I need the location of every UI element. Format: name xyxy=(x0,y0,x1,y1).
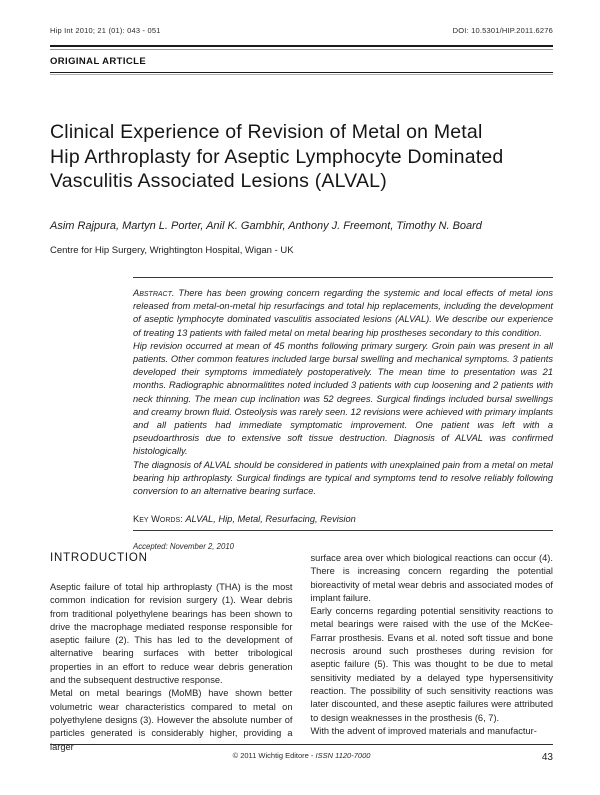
right-column-paragraph-1: surface area over which biological react… xyxy=(310,553,554,603)
left-column: INTRODUCTION Aseptic failure of total hi… xyxy=(50,552,293,754)
affiliation-line: Centre for Hip Surgery, Wrightington Hos… xyxy=(50,245,294,256)
article-type-rule xyxy=(50,72,553,75)
footer-rule xyxy=(50,744,553,745)
page-header: Hip Int 2010; 21 (01): 043 - 051 DOI: 10… xyxy=(50,26,553,35)
abstract-label: Abstract. xyxy=(133,288,175,298)
keywords-text: ALVAL, Hip, Metal, Resurfacing, Revision xyxy=(185,514,356,525)
left-column-paragraph-1: Aseptic failure of total hip arthroplast… xyxy=(50,582,293,686)
left-column-paragraph-2: Metal on metal bearings (MoMB) have show… xyxy=(50,688,293,752)
abstract-paragraph-3: The diagnosis of ALVAL should be conside… xyxy=(133,459,553,497)
page-number: 43 xyxy=(541,752,553,763)
footer-issn: ISSN 1120-7000 xyxy=(315,751,371,760)
article-title-line-1: Clinical Experience of Revision of Metal… xyxy=(50,121,483,143)
right-column-paragraph-2: Early concerns regarding potential sensi… xyxy=(310,606,554,723)
right-column-paragraph-3: With the advent of improved materials an… xyxy=(310,725,537,736)
abstract-paragraph-2: Hip revision occurred at mean of 45 mont… xyxy=(133,340,553,457)
right-column: surface area over which biological react… xyxy=(311,552,554,754)
body-columns: INTRODUCTION Aseptic failure of total hi… xyxy=(50,552,553,754)
footer-copyright: © 2011 Wichtig Editore - xyxy=(232,751,314,760)
authors-line: Asim Rajpura, Martyn L. Porter, Anil K. … xyxy=(50,220,482,232)
article-title-line-2: Hip Arthroplasty for Aseptic Lymphocyte … xyxy=(50,145,504,168)
article-title-line-3: Vasculitis Associated Lesions (ALVAL) xyxy=(50,170,387,192)
keywords-row: Key Words: ALVAL, Hip, Metal, Resurfacin… xyxy=(133,513,553,532)
journal-citation: Hip Int 2010; 21 (01): 043 - 051 xyxy=(50,26,161,35)
accepted-date: Accepted: November 2, 2010 xyxy=(133,542,234,552)
abstract-text-1: There has been growing concern regarding… xyxy=(133,288,553,338)
introduction-heading: INTRODUCTION xyxy=(50,552,148,564)
header-rule xyxy=(50,45,553,50)
article-type-label: ORIGINAL ARTICLE xyxy=(50,56,147,67)
article-title: Clinical Experience of Revision of Metal… xyxy=(50,120,550,194)
abstract-paragraph-1: Abstract. There has been growing concern… xyxy=(133,287,553,340)
doi-text: DOI: 10.5301/HIP.2011.6276 xyxy=(452,26,553,35)
footer-imprint: © 2011 Wichtig Editore - ISSN 1120-7000 xyxy=(50,751,553,760)
keywords-label: Key Words: xyxy=(133,514,183,525)
abstract-section: Abstract. There has been growing concern… xyxy=(133,277,553,554)
